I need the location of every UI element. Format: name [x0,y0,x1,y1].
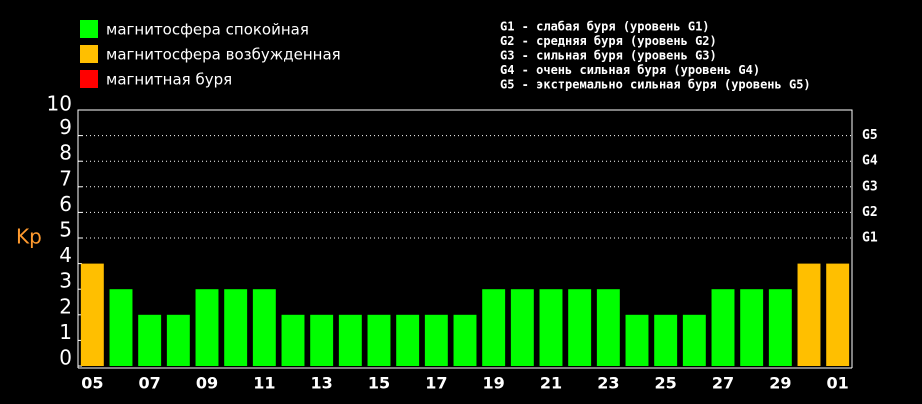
bar [281,314,305,366]
bar [80,263,104,366]
y2-tick-label: G2 [862,205,878,220]
x-tick-label: 09 [196,374,218,393]
y-tick-label: 6 [59,192,72,216]
y2-tick-label: G3 [862,179,878,194]
y-tick-label: 9 [59,115,72,139]
bar [310,314,334,366]
x-tick-label: 19 [483,374,505,393]
y-tick-label: 0 [59,346,72,370]
bar [338,314,362,366]
x-tick-label: 05 [81,374,103,393]
bar [682,314,706,366]
bar [138,314,162,366]
bar [654,314,678,366]
x-tick-label: 01 [827,374,849,393]
y-tick-label: 3 [59,269,72,293]
axis-frame [77,109,853,368]
storm-level: G2 - средняя буря (уровень G2) [500,34,717,48]
storm-level: G5 - экстремально сильная буря (уровень … [500,78,811,92]
storm-level: G3 - сильная буря (уровень G3) [500,49,717,63]
bar [424,314,448,366]
bar [568,289,592,366]
x-tick-label: 11 [253,374,275,393]
bar [797,263,821,366]
y-tick-label: 1 [59,320,72,344]
bar [768,289,792,366]
bar [510,289,534,366]
bar [109,289,133,366]
bar [252,289,276,366]
y-tick-label: 10 [47,92,72,116]
x-tick-label: 17 [425,374,447,393]
x-tick-label: 07 [139,374,161,393]
bar [453,314,477,366]
legend-swatch [80,70,98,88]
bar [166,314,190,366]
y2-tick-label: G1 [862,231,878,246]
x-tick-label: 21 [540,374,562,393]
y2-tick-label: G4 [862,154,878,169]
x-tick-label: 13 [311,374,333,393]
storm-level: G4 - очень сильная буря (уровень G4) [500,63,760,77]
legend-label: магнитосфера спокойная [106,21,309,39]
y-tick-label: 7 [59,166,72,190]
y-tick-label: 5 [59,218,72,242]
x-tick-label: 25 [655,374,677,393]
y2-tick-label: G5 [862,128,878,143]
bar [224,289,248,366]
bar [740,289,764,366]
legend-label: магнитосфера возбужденная [106,46,341,64]
x-tick-label: 29 [769,374,791,393]
bar [539,289,563,366]
bar [396,314,420,366]
bar [482,289,506,366]
storm-level: G1 - слабая буря (уровень G1) [500,20,710,34]
legend-swatch [80,45,98,63]
y-tick-label: 2 [59,294,72,318]
bar [711,289,735,366]
bar [195,289,219,366]
x-tick-label: 15 [368,374,390,393]
y-tick-label: 4 [59,243,72,267]
y-axis-label: Kp [16,225,42,249]
bar [625,314,649,366]
bar [826,263,850,366]
bar [596,289,620,366]
bar [367,314,391,366]
legend-label: магнитная буря [106,71,232,89]
x-tick-label: 27 [712,374,734,393]
x-tick-label: 23 [597,374,619,393]
legend-swatch [80,20,98,38]
y-tick-label: 8 [59,141,72,165]
